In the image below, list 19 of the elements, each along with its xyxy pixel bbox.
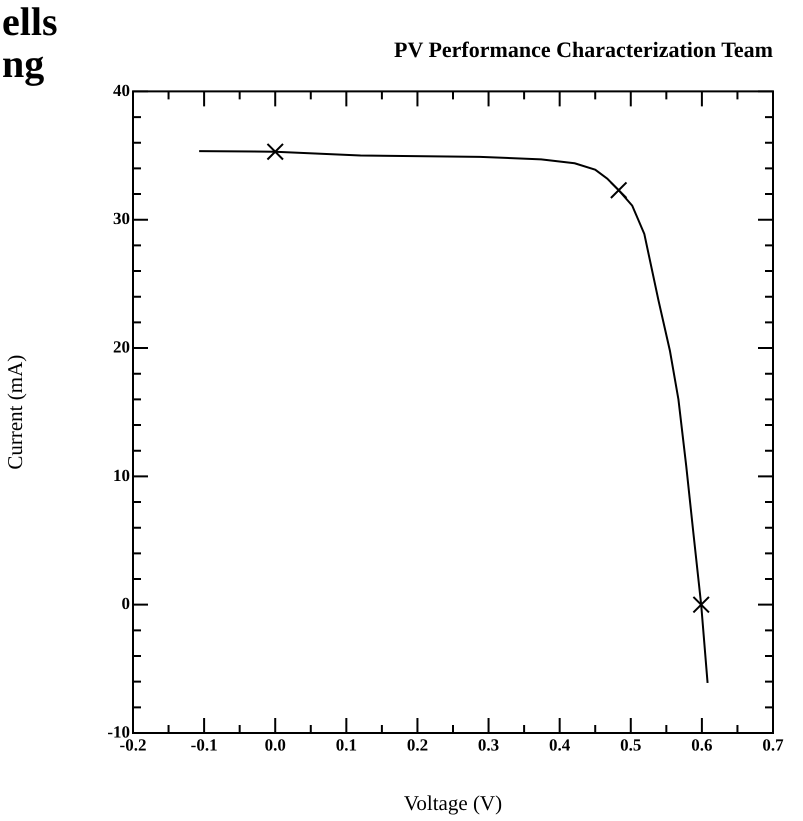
y-tick-label: 20 xyxy=(113,337,130,356)
y-tick-label: 0 xyxy=(122,594,130,614)
x-tick-label: 0.4 xyxy=(549,736,571,755)
y-axis-title: Current (mA) xyxy=(3,354,28,470)
text: ells xyxy=(2,0,58,44)
x-tick-label: 0.2 xyxy=(406,736,428,755)
x-axis-title: Voltage (V) xyxy=(404,790,502,815)
x-tick-label: 0.0 xyxy=(264,736,286,755)
y-tick-label: 40 xyxy=(113,80,130,100)
x-tick-label: 0.3 xyxy=(478,736,500,755)
y-tick-label: 10 xyxy=(113,466,130,485)
x-tick-label: -0.1 xyxy=(190,736,218,755)
x-tick-label: 0.1 xyxy=(336,736,357,755)
x-tick-label: 0.7 xyxy=(762,736,784,755)
chart-title: PV Performance Characterization Team xyxy=(394,36,773,62)
x-tick-label: 0.5 xyxy=(620,736,642,755)
y-tick-label: 30 xyxy=(113,209,130,228)
x-tick-label: 0.6 xyxy=(691,736,713,755)
text: ng xyxy=(2,41,44,86)
